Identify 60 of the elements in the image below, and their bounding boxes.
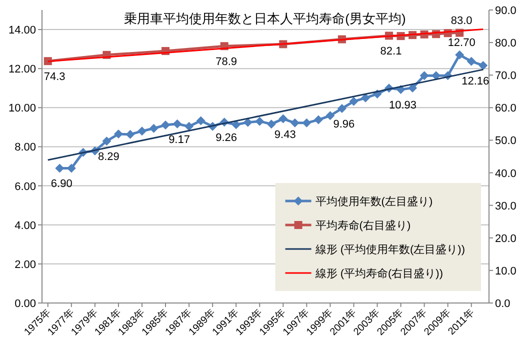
y2-tick-label: 10.0	[495, 265, 516, 278]
y-tick-label: 8.00	[14, 142, 36, 154]
point	[337, 104, 346, 113]
y-tick-label: 6.00	[14, 180, 36, 193]
data-label: 83.0	[450, 14, 472, 27]
y-tick-label: 0.00	[14, 298, 36, 310]
y2-tick-label: 90.0	[495, 5, 516, 17]
point	[455, 50, 464, 60]
legend-label: 線形 (平均寿命(右目盛り))	[314, 267, 443, 280]
y2-tick-label: 20.0	[495, 232, 516, 245]
point	[137, 126, 146, 136]
y2-tick-label: 0.0	[495, 298, 510, 310]
y2-tick-label: 80.0	[495, 38, 516, 50]
point	[266, 120, 276, 129]
y-tick-label: 14.00	[8, 24, 36, 37]
data-label: 8.29	[98, 151, 120, 164]
y-tick-label: 12.00	[8, 64, 36, 76]
point	[290, 118, 300, 128]
point	[255, 116, 264, 126]
data-label: 82.1	[380, 46, 402, 58]
point	[302, 118, 312, 128]
legend-label: 平均使用年数(左目盛り)	[315, 195, 433, 208]
point	[126, 130, 135, 139]
point	[278, 114, 288, 124]
point	[172, 119, 182, 128]
data-label: 9.96	[333, 118, 355, 130]
y-tick-label: 4.00	[14, 220, 36, 232]
legend-label: 線形 (平均使用年数(左目盛り))	[314, 243, 465, 256]
data-label: 12.16	[462, 75, 490, 88]
y-tick-label: 10.00	[8, 102, 36, 115]
point	[314, 115, 323, 124]
point	[161, 120, 170, 130]
data-label: 78.9	[216, 56, 238, 68]
point	[232, 120, 241, 130]
point	[478, 60, 488, 70]
data-label: 9.43	[274, 128, 296, 141]
point	[44, 57, 52, 66]
point	[149, 124, 158, 133]
data-label: 6.90	[50, 178, 72, 190]
data-label: 12.70	[448, 36, 476, 49]
y2-tick-label: 70.0	[495, 70, 516, 82]
y2-tick-label: 30.0	[495, 200, 516, 212]
point	[102, 136, 112, 146]
chart-title: 乗用車平均使用年数と日本人平均寿命(男女平均)	[124, 11, 406, 26]
data-label: 9.17	[168, 134, 190, 146]
data-label: 9.26	[216, 132, 238, 144]
point	[420, 71, 429, 80]
y2-tick-label: 40.0	[495, 168, 516, 180]
y2-tick-label: 50.0	[495, 135, 516, 148]
point	[114, 130, 123, 139]
data-label: 10.93	[389, 100, 417, 112]
point	[184, 122, 194, 131]
y-tick-label: 2.00	[14, 258, 36, 271]
legend-label: 平均寿命(右目盛り)	[315, 219, 411, 232]
point	[466, 56, 476, 66]
point	[349, 96, 358, 106]
point	[196, 116, 206, 126]
data-label: 74.3	[44, 71, 66, 84]
y2-tick-label: 60.0	[495, 102, 516, 115]
point	[326, 111, 335, 120]
